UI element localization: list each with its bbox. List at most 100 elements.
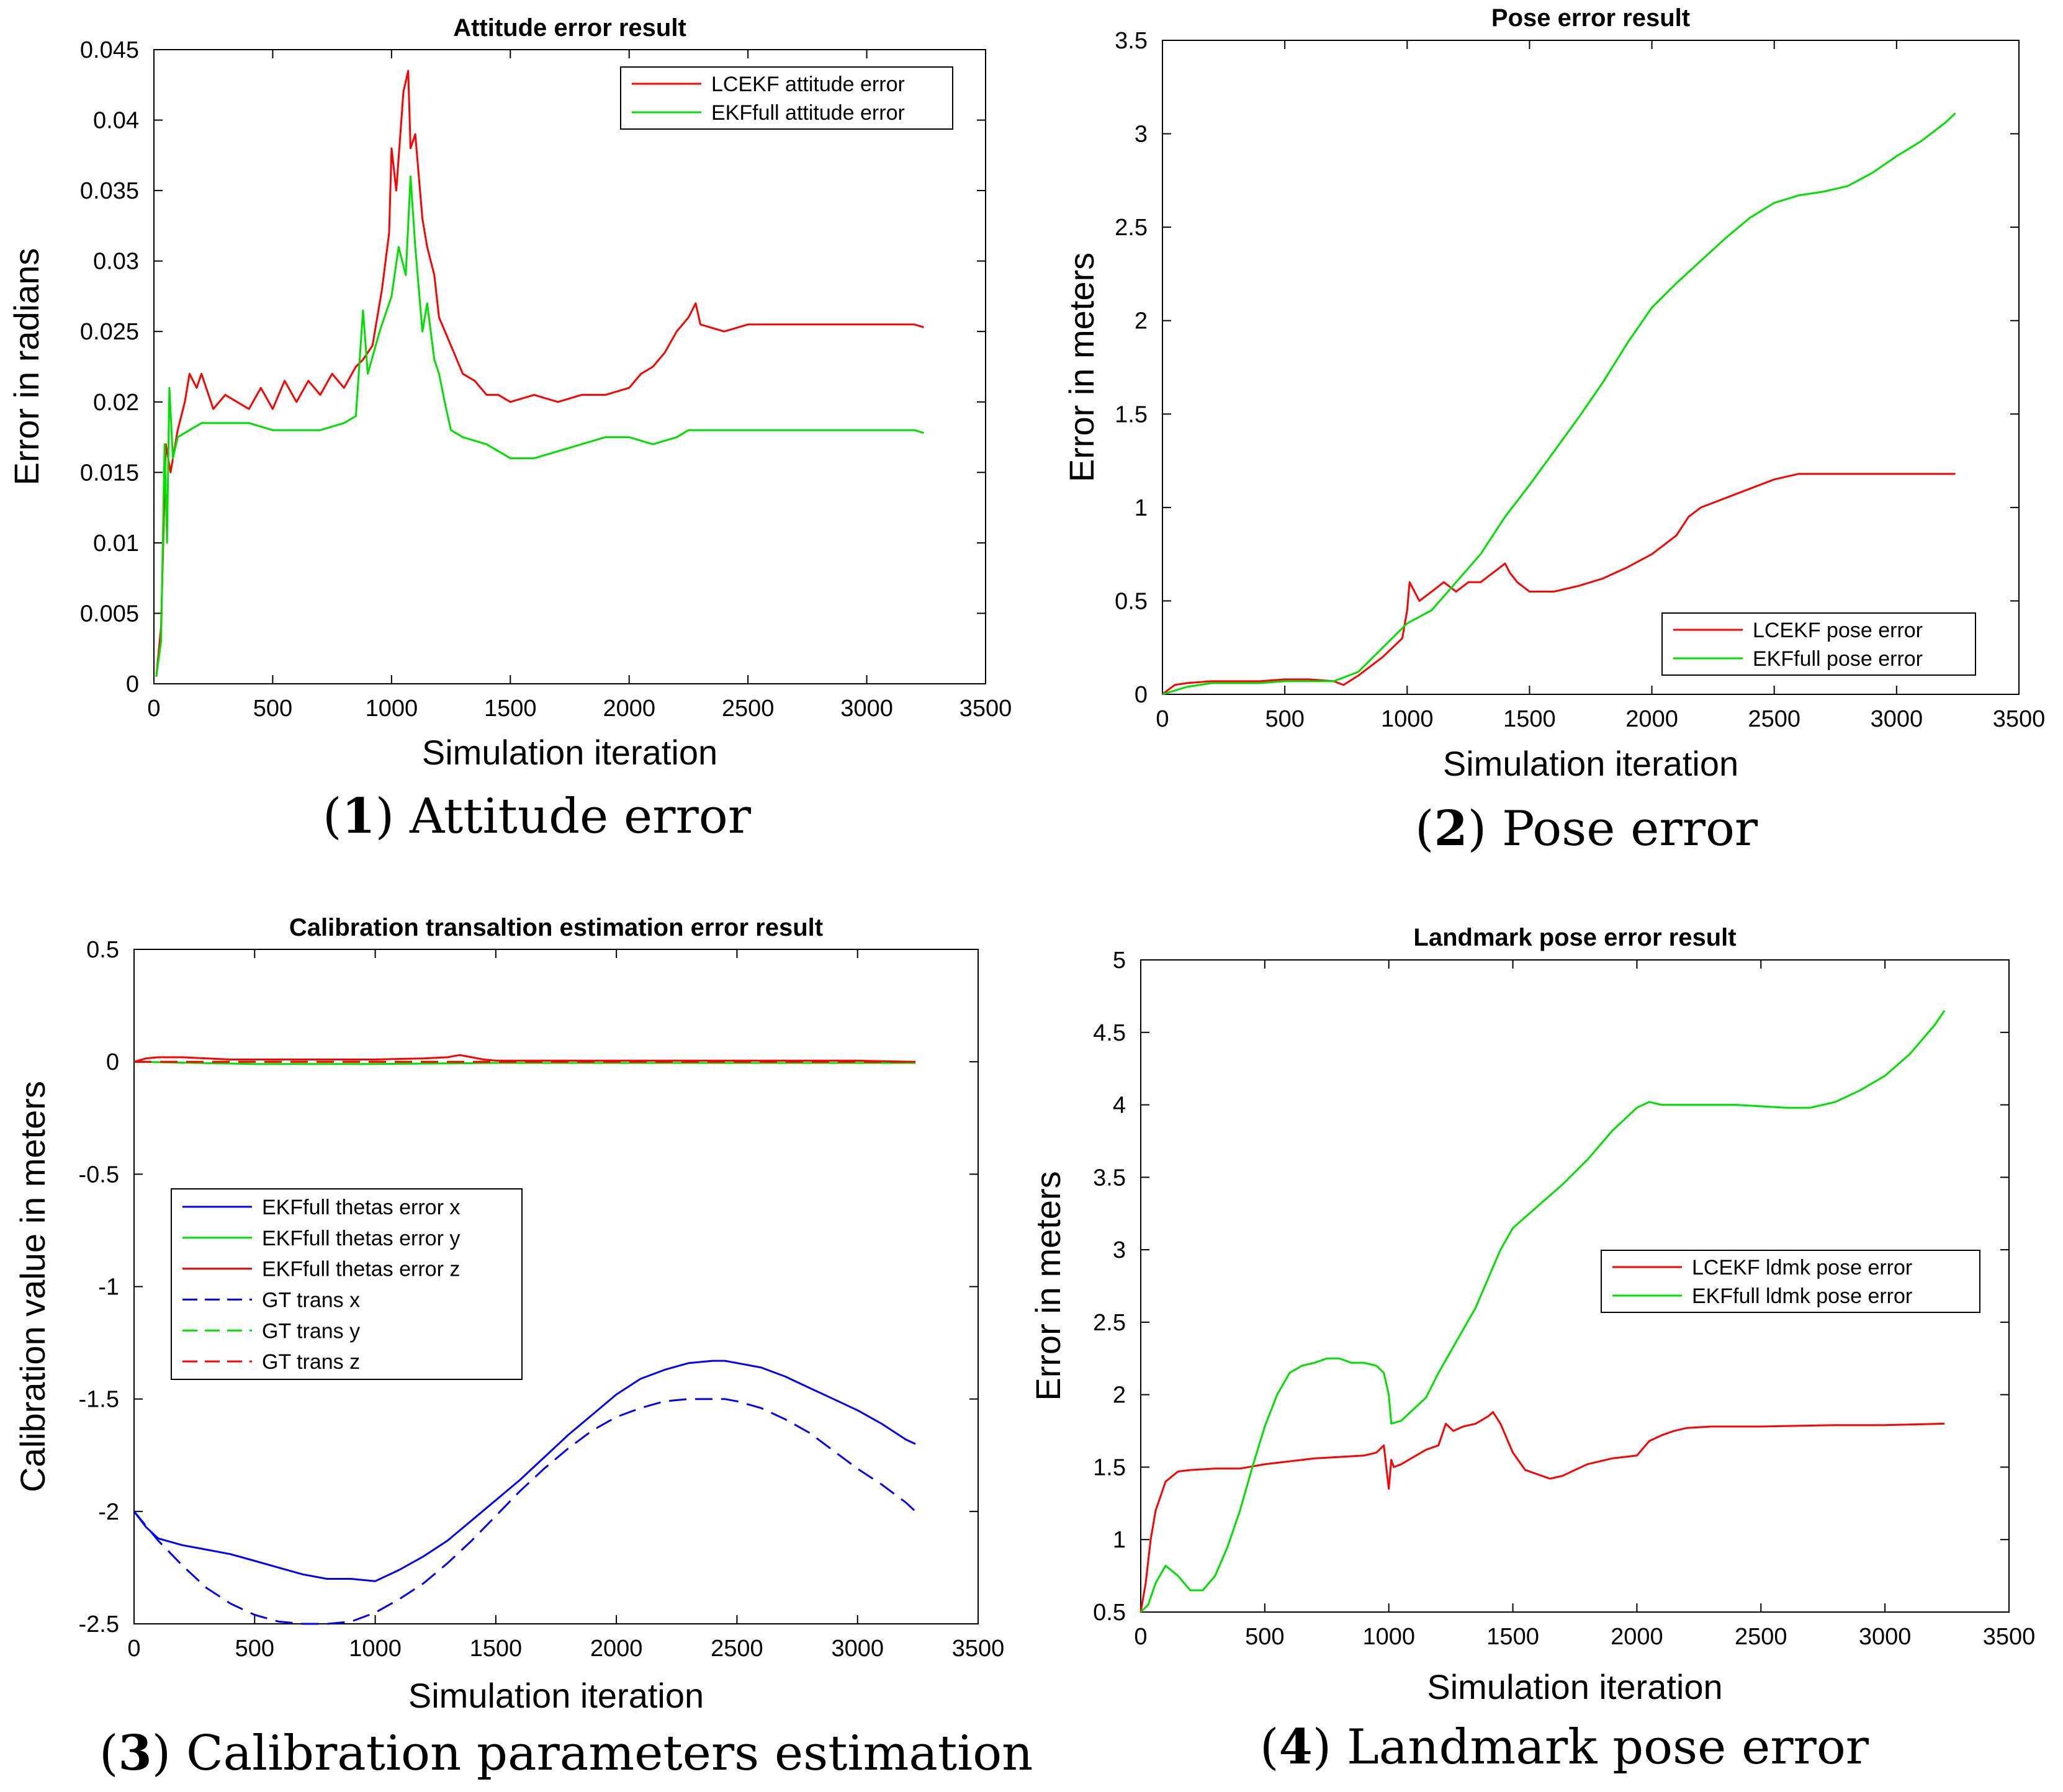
legend: LCEKF attitude error EKFfull attitude err… bbox=[620, 66, 953, 130]
y-tick-label: -1 bbox=[98, 1275, 119, 1301]
plot-area bbox=[153, 49, 986, 684]
y-tick-label: -2 bbox=[98, 1499, 119, 1525]
y-tick-label: -2.5 bbox=[79, 1611, 119, 1637]
legend-box bbox=[620, 66, 953, 130]
y-tick-label: 1 bbox=[1135, 495, 1148, 521]
y-tick-label: 3.5 bbox=[1115, 28, 1148, 54]
series-line-3 bbox=[133, 1054, 916, 1063]
legend-box bbox=[1661, 612, 1976, 676]
legend-entry: LCEKF pose error bbox=[1753, 619, 1923, 642]
y-tick-label: 4.5 bbox=[1093, 1020, 1126, 1046]
y-tick-label: 1.5 bbox=[1093, 1454, 1126, 1481]
y-tick-label: 0.005 bbox=[80, 601, 139, 627]
y-tick-label: 0.02 bbox=[93, 390, 139, 416]
chart-panel-2: 0 500 1000 1500 2000 2500 3000 3500 0 0.5 1 1.5 2 2.5… bbox=[1062, 4, 2045, 783]
y-tick-label: 0 bbox=[106, 1049, 119, 1075]
x-tick-label: 2500 bbox=[722, 696, 775, 722]
caption-text: Calibration parameters estimation bbox=[186, 1726, 1033, 1781]
x-tick-label: 2000 bbox=[603, 696, 655, 722]
chart-title: Landmark pose error result bbox=[1413, 924, 1736, 951]
caption-text: Attitude error bbox=[409, 789, 751, 844]
x-tick-label: 2000 bbox=[590, 1636, 643, 1662]
x-tick-label: 3000 bbox=[840, 696, 893, 722]
x-axis-label: Simulation iteration bbox=[1443, 744, 1738, 783]
legend-entry: GT trans x bbox=[262, 1288, 360, 1312]
series-line-1 bbox=[133, 1360, 916, 1582]
y-tick-label: 1.5 bbox=[1115, 401, 1148, 428]
legend-entry: EKFfull thetas error x bbox=[262, 1196, 460, 1219]
x-tick-label: 1500 bbox=[1503, 706, 1556, 732]
series-line-2 bbox=[155, 175, 924, 677]
y-tick-label: 0.04 bbox=[93, 108, 139, 134]
x-tick-label: 1000 bbox=[349, 1636, 402, 1662]
caption-2: (2) Pose error bbox=[1415, 800, 1758, 857]
series-line-1 bbox=[1139, 1411, 1945, 1613]
caption-number: 4 bbox=[1279, 1719, 1313, 1775]
y-tick-label: 3.5 bbox=[1093, 1165, 1126, 1191]
x-tick-label: 1500 bbox=[470, 1636, 523, 1662]
x-tick-label: 3000 bbox=[831, 1636, 884, 1662]
y-tick-label: 0.025 bbox=[80, 319, 139, 345]
chart-panel-3: 0 500 1000 1500 2000 2500 3000 3500 -2.5 -2 -1.5 -1… bbox=[13, 914, 1004, 1715]
y-tick-label: 0.035 bbox=[80, 178, 139, 204]
legend: LCEKF pose error EKFfull pose error bbox=[1661, 612, 1976, 676]
legend-entry: GT trans z bbox=[262, 1350, 360, 1374]
series-line-2 bbox=[1139, 1010, 1946, 1613]
y-axis-label: Error in radians bbox=[7, 248, 46, 486]
x-tick-label: 0 bbox=[1134, 1624, 1147, 1650]
series-line-2 bbox=[1162, 112, 1956, 696]
series-line-4 bbox=[133, 1398, 917, 1625]
legend-box bbox=[1601, 1250, 1980, 1313]
y-tick-label: 2 bbox=[1135, 308, 1148, 334]
x-tick-label: 1500 bbox=[484, 696, 537, 722]
x-tick-label: 0 bbox=[147, 696, 160, 722]
x-tick-label: 1500 bbox=[1486, 1624, 1539, 1650]
chart-title: Pose error result bbox=[1491, 4, 1690, 32]
caption-number: 3 bbox=[118, 1725, 152, 1781]
x-tick-label: 2500 bbox=[1748, 706, 1800, 732]
y-tick-label: 0.015 bbox=[80, 460, 139, 486]
chart-title: Calibration transaltion estimation error… bbox=[289, 914, 823, 941]
x-tick-label: 1000 bbox=[1362, 1624, 1415, 1650]
y-tick-label: -0.5 bbox=[79, 1162, 119, 1188]
x-tick-label: 0 bbox=[1156, 706, 1169, 732]
y-axis-label: Error in meters bbox=[1028, 1171, 1067, 1400]
y-tick-label: 5 bbox=[1113, 948, 1126, 974]
legend-entry: EKFfull pose error bbox=[1753, 647, 1923, 671]
y-axis-label: Error in meters bbox=[1062, 253, 1101, 482]
y-tick-label: 2.5 bbox=[1115, 215, 1148, 241]
x-tick-label: 500 bbox=[235, 1636, 274, 1662]
legend: LCEKF ldmk pose error EKFfull ldmk pose e… bbox=[1601, 1250, 1980, 1313]
x-tick-label: 2000 bbox=[1611, 1624, 1663, 1650]
legend-entry: EKFfull attitude error bbox=[711, 101, 905, 125]
chart-panel-1: 0 500 1000 1500 2000 2500 3000 3500 0 0.005 0.01 0.… bbox=[7, 14, 1012, 772]
caption-1: (1) Attitude error bbox=[323, 788, 751, 844]
x-tick-label: 3000 bbox=[1859, 1624, 1912, 1650]
caption-number: 1 bbox=[341, 788, 375, 844]
y-tick-label: 3 bbox=[1135, 122, 1148, 148]
caption-text: Pose error bbox=[1501, 801, 1758, 857]
plot-area bbox=[1162, 40, 2020, 695]
legend-entry: LCEKF attitude error bbox=[711, 73, 905, 96]
x-tick-label: 500 bbox=[1245, 1624, 1284, 1650]
y-tick-label: 2.5 bbox=[1093, 1310, 1126, 1336]
x-axis-label: Simulation iteration bbox=[408, 1676, 704, 1715]
caption-text: Landmark pose error bbox=[1346, 1719, 1869, 1775]
x-tick-label: 3000 bbox=[1871, 706, 1923, 732]
y-tick-label: 0.045 bbox=[80, 37, 139, 63]
y-tick-label: 0 bbox=[1135, 682, 1148, 708]
legend-entry: EKFfull ldmk pose error bbox=[1692, 1284, 1912, 1308]
y-tick-label: 0 bbox=[126, 671, 139, 697]
legend-box bbox=[171, 1188, 523, 1380]
y-tick-label: 0.5 bbox=[86, 937, 119, 963]
x-tick-label: 3500 bbox=[1983, 1624, 2036, 1650]
legend-entry: LCEKF ldmk pose error bbox=[1692, 1256, 1912, 1279]
y-tick-label: 3 bbox=[1113, 1237, 1126, 1263]
y-tick-label: 0.5 bbox=[1093, 1600, 1126, 1626]
chart-title: Attitude error result bbox=[453, 14, 686, 42]
y-tick-label: 0.03 bbox=[93, 249, 139, 275]
x-tick-label: 3500 bbox=[960, 696, 1012, 722]
series-line-2 bbox=[133, 1060, 915, 1065]
x-axis-label: Simulation iteration bbox=[422, 733, 717, 772]
